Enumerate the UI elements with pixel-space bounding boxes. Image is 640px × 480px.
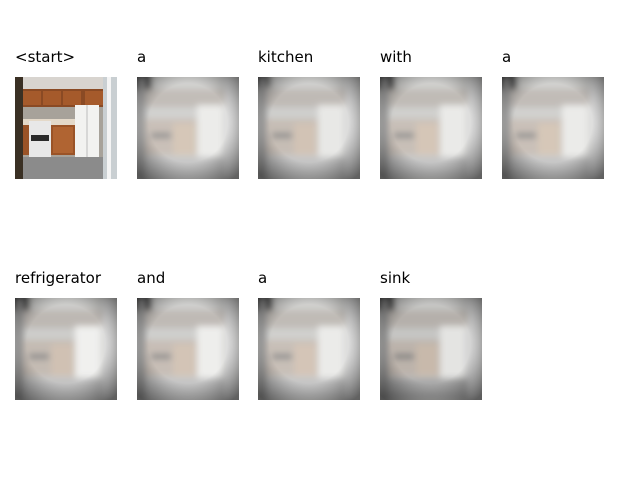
attention-map-image bbox=[258, 77, 360, 179]
caption-word: <start> bbox=[15, 48, 76, 66]
attention-map-image bbox=[137, 77, 239, 179]
attention-map-image bbox=[380, 77, 482, 179]
caption-word: kitchen bbox=[258, 48, 314, 66]
caption-word: sink bbox=[380, 269, 411, 287]
attention-map-image bbox=[502, 77, 604, 179]
attention-map-image bbox=[258, 298, 360, 400]
caption-word: a bbox=[258, 269, 268, 287]
caption-word: and bbox=[137, 269, 166, 287]
caption-word: with bbox=[380, 48, 412, 66]
caption-word: a bbox=[502, 48, 512, 66]
attention-map-image bbox=[15, 298, 117, 400]
caption-word: a bbox=[137, 48, 147, 66]
kitchen-image bbox=[15, 77, 117, 179]
attention-map-image bbox=[380, 298, 482, 400]
attention-map-image bbox=[137, 298, 239, 400]
caption-word: refrigerator bbox=[15, 269, 102, 287]
